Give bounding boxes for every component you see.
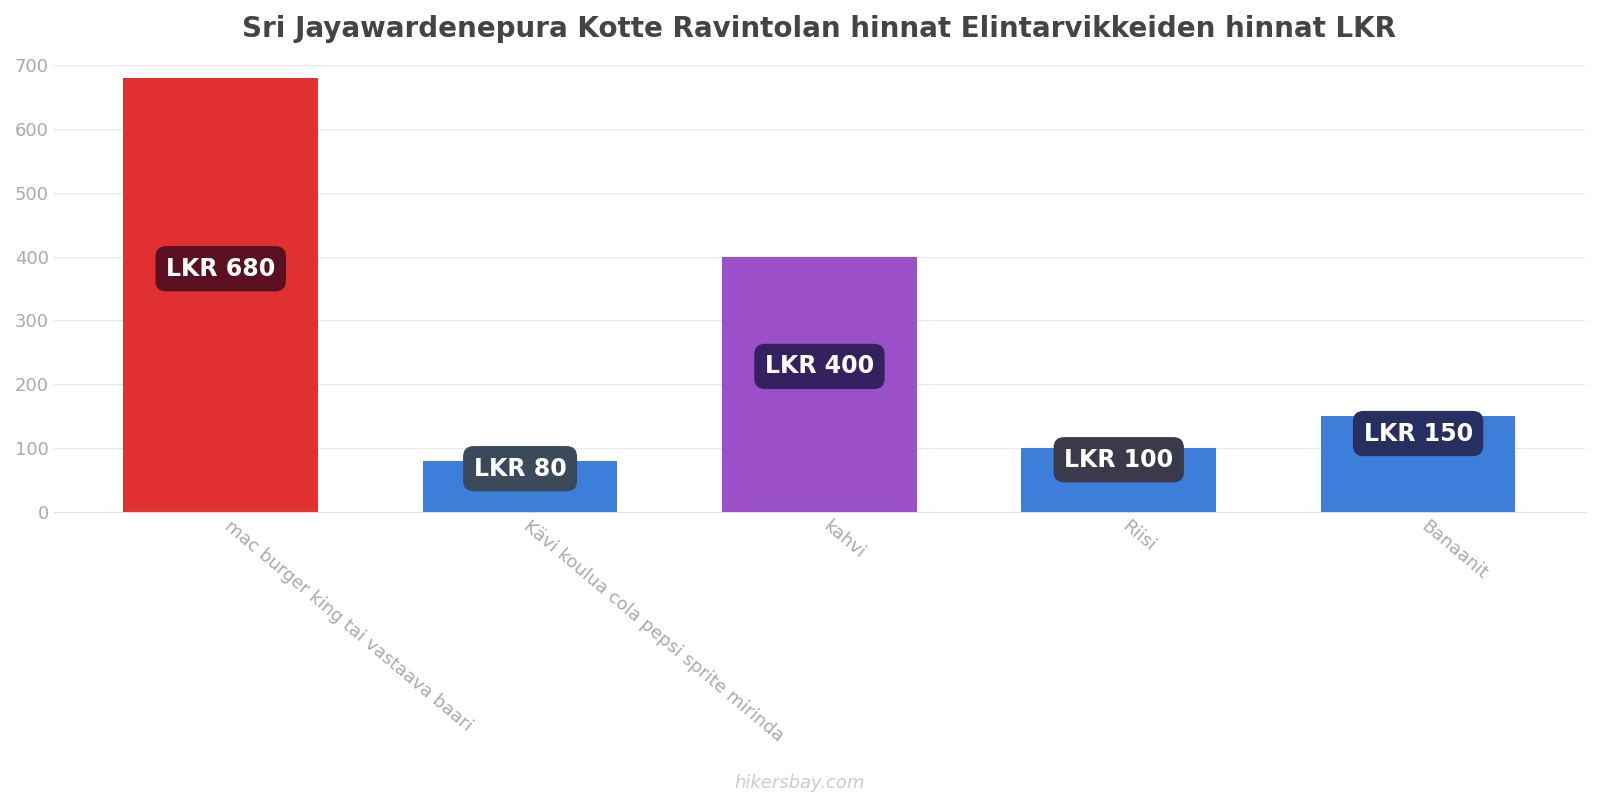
Text: LKR 400: LKR 400 <box>765 354 874 378</box>
Bar <box>1021 448 1216 512</box>
Title: Sri Jayawardenepura Kotte Ravintolan hinnat Elintarvikkeiden hinnat LKR: Sri Jayawardenepura Kotte Ravintolan hin… <box>243 15 1397 43</box>
Text: LKR 150: LKR 150 <box>1363 422 1472 446</box>
Text: LKR 680: LKR 680 <box>166 257 275 281</box>
Bar <box>1322 416 1515 512</box>
Bar <box>722 257 917 512</box>
Bar <box>422 461 618 512</box>
Text: LKR 100: LKR 100 <box>1064 448 1173 472</box>
Text: LKR 80: LKR 80 <box>474 457 566 481</box>
Bar <box>123 78 318 512</box>
Text: hikersbay.com: hikersbay.com <box>734 774 866 792</box>
